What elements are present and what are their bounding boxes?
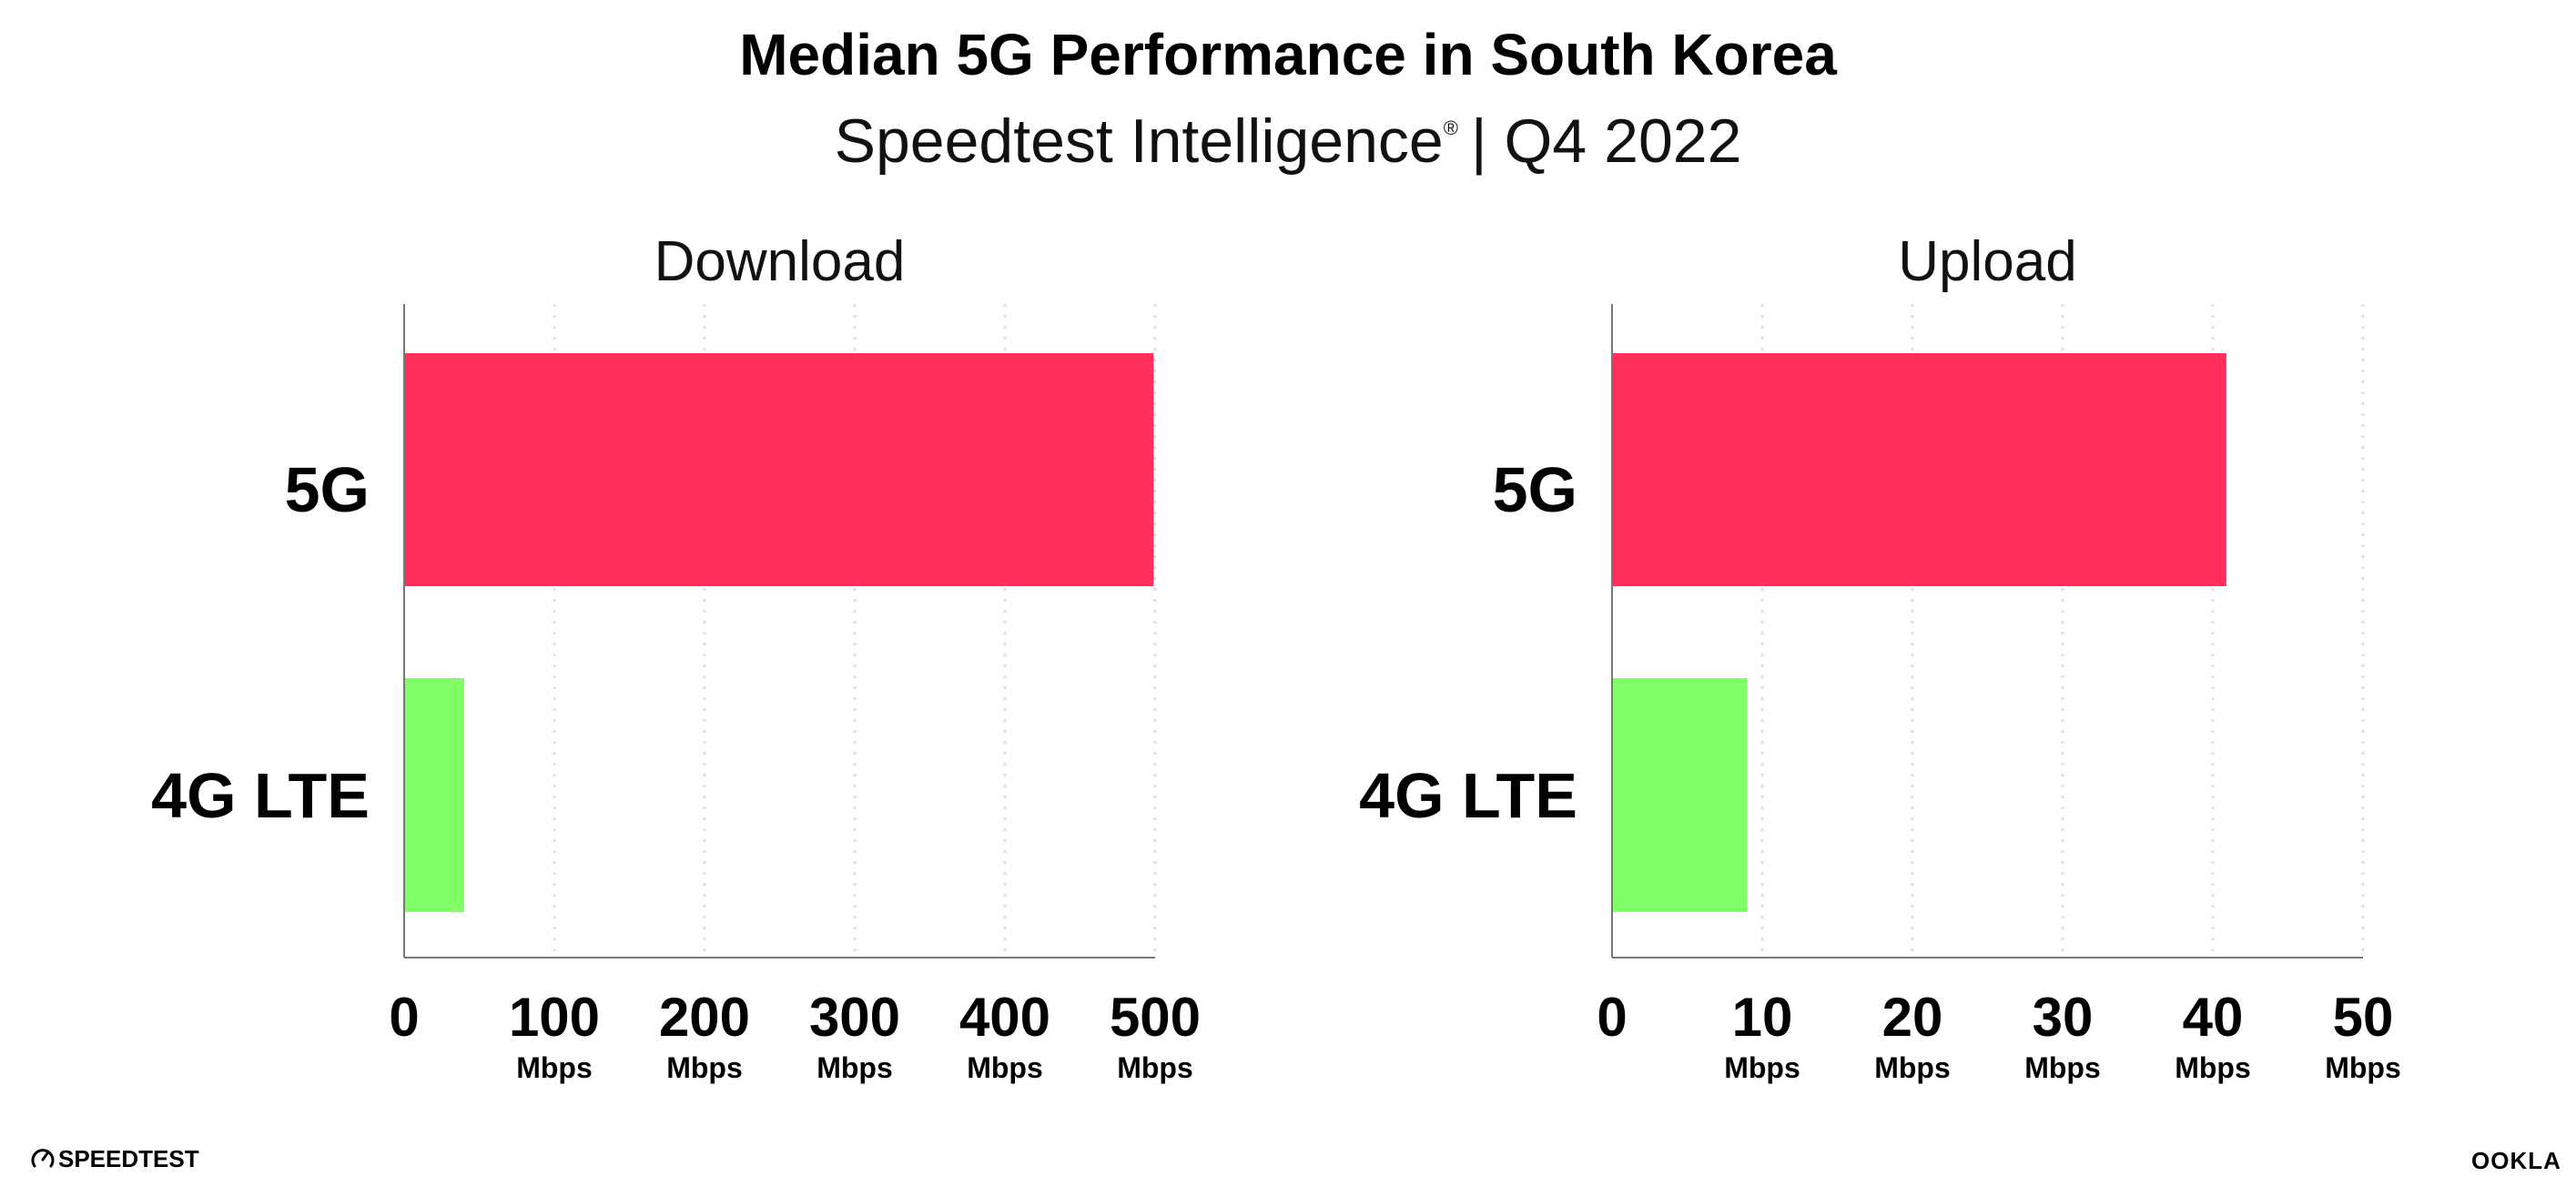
tick-label: 0 xyxy=(389,987,419,1048)
speedtest-logo-text: SPEEDTEST xyxy=(58,1145,199,1172)
tick-label: 200 xyxy=(659,987,750,1048)
panel-title: Download xyxy=(654,230,906,293)
tick-label: 500 xyxy=(1110,987,1201,1048)
tick-unit: Mbps xyxy=(2175,1051,2251,1084)
subtitle-source: Speedtest Intelligence xyxy=(835,107,1444,176)
tick-label: 30 xyxy=(2033,987,2094,1048)
category-label: 4G LTE xyxy=(151,760,370,831)
tick-label: 0 xyxy=(1597,987,1627,1048)
category-label: 5G xyxy=(285,454,370,525)
tick-label: 40 xyxy=(2183,987,2244,1048)
tick-unit: Mbps xyxy=(2325,1051,2401,1084)
bar-4g-lte xyxy=(404,678,464,912)
tick-unit: Mbps xyxy=(1874,1051,1951,1084)
tick-unit: Mbps xyxy=(967,1051,1043,1084)
tick-label: 10 xyxy=(1732,987,1793,1048)
chart-title: Median 5G Performance in South Korea xyxy=(739,22,1837,87)
tick-unit: Mbps xyxy=(1724,1051,1800,1084)
ookla-logo: OOKLA xyxy=(2471,1147,2561,1174)
registered-mark: ® xyxy=(1444,117,1458,139)
tick-unit: Mbps xyxy=(516,1051,593,1084)
gauge-icon xyxy=(31,1149,55,1168)
tick-unit: Mbps xyxy=(1117,1051,1193,1084)
tick-label: 50 xyxy=(2333,987,2394,1048)
tick-unit: Mbps xyxy=(2024,1051,2101,1084)
tick-label: 300 xyxy=(809,987,900,1048)
panel-title: Upload xyxy=(1898,230,2076,293)
tick-unit: Mbps xyxy=(666,1051,743,1084)
chart-subtitle: Speedtest Intelligence® | Q4 2022 xyxy=(835,107,1742,176)
bar-4g-lte xyxy=(1612,678,1748,912)
subtitle-period: | Q4 2022 xyxy=(1471,107,1741,176)
tick-unit: Mbps xyxy=(816,1051,893,1084)
speedtest-logo: SPEEDTEST xyxy=(31,1145,199,1172)
tick-label: 400 xyxy=(959,987,1050,1048)
category-label: 4G LTE xyxy=(1359,760,1577,831)
bar-5g xyxy=(1612,353,2226,586)
tick-label: 20 xyxy=(1882,987,1943,1048)
category-label: 5G xyxy=(1493,454,1577,525)
tick-label: 100 xyxy=(509,987,600,1048)
bar-5g xyxy=(404,353,1154,586)
